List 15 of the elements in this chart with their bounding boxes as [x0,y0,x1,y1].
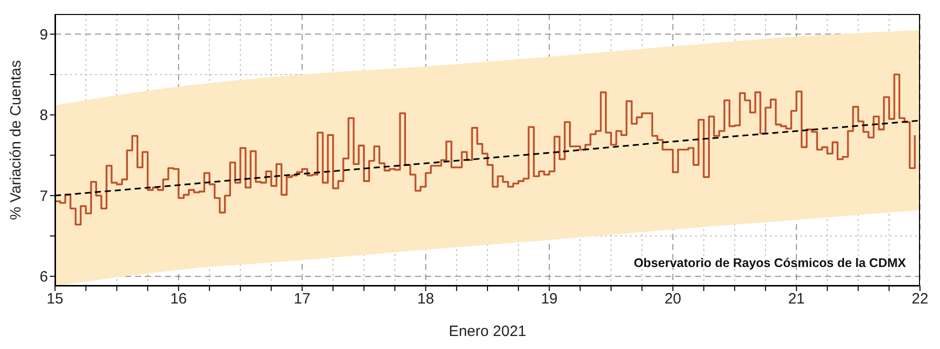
x-tick-label: 19 [540,290,558,308]
x-tick-label: 16 [170,290,187,308]
x-tick-label: 20 [664,290,682,308]
y-tick-label: 6 [40,268,48,286]
y-tick-label: 7 [40,188,48,205]
annotation: Observatorio de Rayos Cósmicos de la CDMX [634,256,906,270]
x-tick-label: 15 [46,290,64,308]
x-tick-label: 18 [417,290,434,308]
x-tick-label: 17 [294,290,310,308]
x-tick-label: 22 [912,290,928,308]
y-tick-label: 8 [40,107,48,124]
y-tick-label: 9 [40,26,48,44]
x-axis-title: Enero 2021 [448,323,526,340]
y-axis-title: % Variación de Cuentas [7,60,24,220]
x-tick-label: 21 [788,290,805,308]
